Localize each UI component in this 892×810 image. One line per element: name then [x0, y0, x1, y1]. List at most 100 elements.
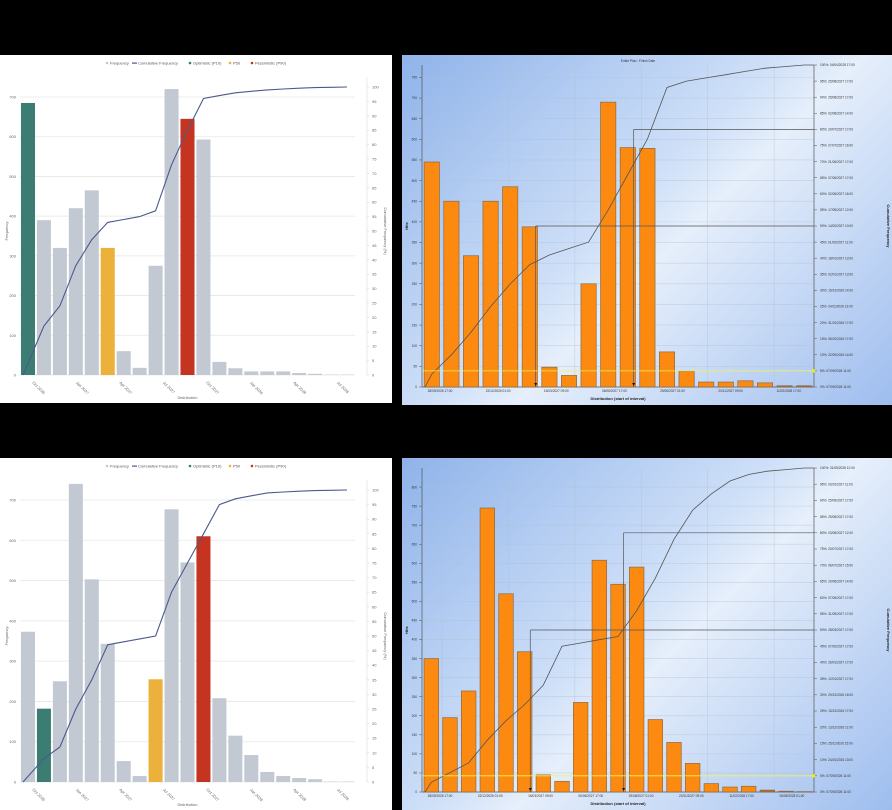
frequency-bar[interactable] [52, 247, 67, 375]
y-tick: 200 [412, 714, 418, 718]
hits-bar[interactable] [610, 583, 626, 793]
p50-arrow-icon [534, 383, 538, 386]
legend-item[interactable]: Optimistic (P10) [193, 464, 222, 469]
y2-tick: 25 [372, 301, 377, 306]
hits-bar[interactable] [502, 186, 519, 388]
x-tick: Oct 2026 [31, 380, 47, 396]
frequency-bar[interactable] [20, 631, 35, 782]
hits-bar[interactable] [685, 763, 701, 793]
legend-item[interactable]: Pessimistic (P90) [255, 464, 287, 469]
hits-bar[interactable] [717, 381, 734, 388]
frequency-bar[interactable] [132, 775, 147, 782]
hits-bar[interactable] [541, 366, 558, 388]
frequency-bar[interactable] [36, 220, 51, 375]
hits-bar[interactable] [678, 370, 695, 388]
y2-tick: 30 [372, 286, 377, 291]
hits-bar[interactable] [517, 651, 533, 793]
frequency-bar[interactable] [84, 190, 99, 375]
y-tick: 400 [9, 214, 16, 219]
hits-bar[interactable] [482, 200, 499, 388]
hits-bar[interactable] [619, 147, 636, 388]
x-tick: 06/06/2027 17:00 [578, 794, 603, 798]
frequency-bar[interactable] [292, 777, 307, 782]
hits-bar[interactable] [498, 593, 514, 793]
hits-bar[interactable] [741, 785, 757, 793]
frequency-bar[interactable] [196, 536, 211, 782]
hits-bar[interactable] [698, 381, 715, 388]
frequency-bar[interactable] [292, 373, 307, 375]
hits-bar[interactable] [591, 559, 607, 793]
hits-bar[interactable] [554, 780, 570, 793]
frequency-bar[interactable] [52, 681, 67, 782]
frequency-bar[interactable] [260, 371, 275, 375]
hits-bar[interactable] [463, 255, 479, 388]
frequency-bar[interactable] [244, 371, 259, 375]
frequency-bar[interactable] [276, 371, 291, 375]
hits-bar[interactable] [580, 283, 597, 388]
hits-bar[interactable] [737, 380, 754, 388]
hits-bar[interactable] [600, 101, 617, 388]
frequency-bar[interactable] [100, 643, 115, 782]
hits-bar[interactable] [759, 789, 775, 793]
hits-bar[interactable] [639, 148, 656, 388]
legend-item[interactable]: Frequency [110, 61, 129, 66]
frequency-bar[interactable] [212, 698, 227, 782]
hits-bar[interactable] [703, 783, 719, 793]
frequency-bar[interactable] [68, 208, 83, 375]
hits-bar[interactable] [722, 786, 738, 793]
frequency-bar[interactable] [20, 102, 35, 375]
hits-bar[interactable] [757, 382, 773, 388]
frequency-bar[interactable] [116, 761, 131, 782]
legend-item[interactable]: Cumulative Frequency [138, 464, 178, 469]
frequency-bar[interactable] [164, 89, 179, 376]
y2-tick: 5%: 07/09/2026 11:00 [820, 369, 851, 373]
hits-bar[interactable] [521, 226, 538, 388]
frequency-bar[interactable] [276, 775, 291, 782]
legend-item[interactable]: Optimistic (P10) [193, 61, 222, 66]
frequency-bar[interactable] [244, 755, 259, 782]
hits-bar[interactable] [796, 385, 813, 388]
legend-item[interactable]: P50 [233, 464, 241, 469]
hits-bar[interactable] [443, 200, 460, 388]
chart-legend[interactable]: Frequency Cumulative Frequency Optimistic … [105, 61, 287, 66]
hits-bar[interactable] [461, 690, 477, 793]
frequency-bar[interactable] [164, 509, 179, 782]
frequency-bar[interactable] [148, 679, 163, 782]
hits-bar[interactable] [423, 161, 440, 388]
hits-bar[interactable] [647, 719, 663, 793]
hits-bar[interactable] [778, 790, 794, 793]
frequency-bar[interactable] [116, 351, 131, 375]
hits-bar[interactable] [479, 507, 495, 793]
hits-bar[interactable] [442, 717, 458, 793]
frequency-bar[interactable] [196, 139, 211, 375]
frequency-bar[interactable] [260, 771, 275, 782]
hits-bar[interactable] [423, 658, 439, 793]
frequency-bar[interactable] [68, 483, 83, 782]
hits-bar[interactable] [573, 702, 589, 793]
legend-item[interactable]: Cumulative Frequency [138, 61, 178, 66]
frequency-bar[interactable] [228, 368, 243, 375]
legend-item[interactable]: P50 [233, 61, 241, 66]
frequency-bar[interactable] [308, 779, 323, 782]
frequency-bar[interactable] [212, 361, 227, 375]
hits-bar[interactable] [659, 351, 675, 388]
frequency-bar[interactable] [148, 265, 163, 375]
frequency-bar[interactable] [180, 562, 195, 782]
hits-bar[interactable] [561, 375, 577, 388]
frequency-bar[interactable] [228, 735, 243, 782]
hits-bar[interactable] [535, 774, 551, 793]
legend-item[interactable]: Frequency [110, 464, 129, 469]
frequency-bar[interactable] [100, 247, 115, 375]
frequency-bar[interactable] [36, 708, 51, 782]
frequency-bar[interactable] [308, 373, 323, 375]
bar-series [20, 483, 355, 782]
y-tick: 500 [412, 179, 418, 183]
x-tick: Jan 2028 [249, 787, 265, 803]
hits-bar[interactable] [776, 385, 793, 388]
frequency-bar[interactable] [180, 118, 195, 375]
frequency-bar[interactable] [132, 367, 147, 375]
chart-legend[interactable]: Frequency Cumulative Frequency Optimistic … [105, 464, 287, 469]
hits-bar[interactable] [666, 742, 682, 793]
legend-item[interactable]: Pessimistic (P90) [255, 61, 287, 66]
hits-bar[interactable] [629, 566, 645, 793]
